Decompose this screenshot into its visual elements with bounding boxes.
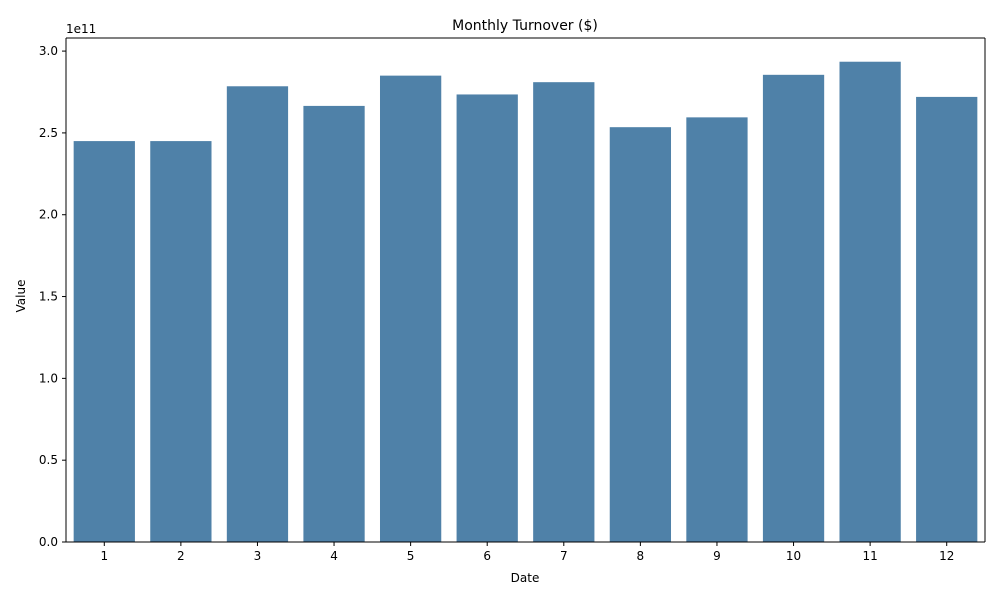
- x-axis-label: Date: [511, 571, 540, 585]
- y-axis-label: Value: [14, 280, 28, 313]
- x-tick-label: 1: [100, 549, 108, 563]
- bar-2: [150, 141, 212, 542]
- x-tick-label: 6: [483, 549, 491, 563]
- bar-7: [533, 82, 595, 542]
- x-ticks: 1 2 3 4 5 6 7 8 9 10 11 12: [100, 542, 954, 563]
- x-tick-label: 3: [254, 549, 262, 563]
- y-tick-label: 2.5: [39, 126, 58, 140]
- y-ticks: 0.0 0.5 1.0 1.5 2.0 2.5 3.0: [39, 44, 66, 549]
- bar-5: [379, 75, 442, 543]
- x-tick-label: 10: [786, 549, 801, 563]
- y-tick-label: 1.5: [39, 290, 58, 304]
- x-tick-label: 4: [330, 549, 338, 563]
- x-tick-label: 8: [637, 549, 645, 563]
- bar-4: [303, 105, 365, 542]
- bar-8: [609, 127, 672, 542]
- y-tick-label: 1.0: [39, 371, 58, 385]
- y-tick-label: 2.0: [39, 208, 58, 222]
- bar-6: [456, 94, 518, 543]
- y-axis-offset-label: 1e11: [66, 22, 96, 36]
- x-tick-label: 7: [560, 549, 568, 563]
- y-tick-label: 0.5: [39, 453, 58, 467]
- chart-title: Monthly Turnover ($): [452, 18, 598, 34]
- x-tick-label: 2: [177, 549, 185, 563]
- bars-layer: [73, 61, 978, 543]
- x-tick-label: 9: [713, 549, 721, 563]
- bar-1: [73, 141, 135, 542]
- bar-9: [686, 117, 748, 542]
- bar-10: [762, 74, 825, 543]
- bar-11: [839, 61, 901, 543]
- x-tick-label: 5: [407, 549, 415, 563]
- x-tick-label: 12: [939, 549, 954, 563]
- bar-3: [226, 86, 289, 542]
- y-tick-label: 3.0: [39, 44, 58, 58]
- y-tick-label: 0.0: [39, 535, 58, 549]
- axes-layer: [65, 37, 986, 543]
- bar-12: [916, 96, 978, 542]
- x-tick-label: 11: [862, 549, 877, 563]
